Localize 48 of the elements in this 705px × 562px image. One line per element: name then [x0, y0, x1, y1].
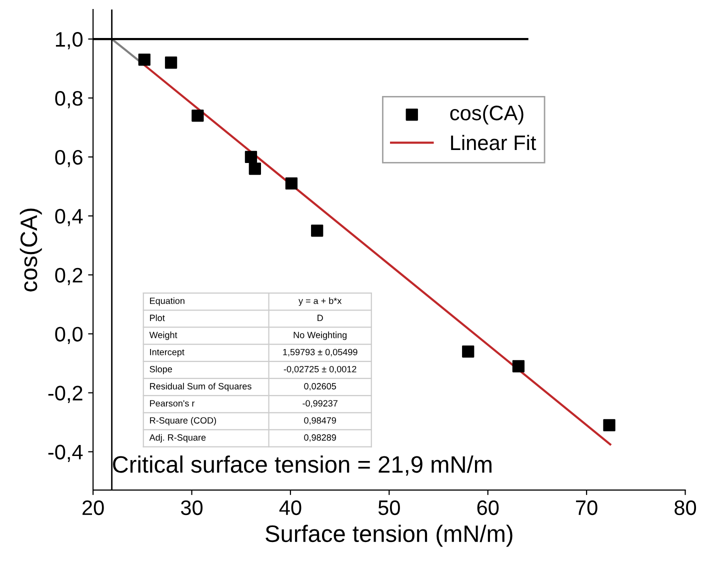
annotation: Weight — [149, 332, 178, 340]
x-tick-label: 80 — [674, 500, 696, 516]
y-tick-label: 0,4 — [55, 208, 83, 226]
annotation: Critical surface tension = 21,9 mN/m — [113, 455, 492, 476]
x-axis-title: Surface tension (mN/m) — [266, 524, 512, 547]
y-tick-label: 0,0 — [55, 326, 83, 344]
point — [603, 419, 616, 432]
annotation: Residual Sum of Squares — [150, 382, 252, 392]
y-axis-title: cos(CA) — [20, 208, 42, 292]
y-tick-label: 0,2 — [55, 268, 82, 286]
point — [138, 54, 150, 66]
point — [462, 345, 474, 358]
x-tick-label: 30 — [180, 500, 203, 516]
annotation: y = a + b*x — [298, 297, 342, 306]
annotation: Slope — [150, 366, 172, 374]
point — [244, 150, 258, 164]
annotation: No Weighting — [294, 332, 347, 340]
point — [311, 224, 324, 237]
annotation: 0,02605 — [304, 383, 336, 391]
x-tick-label: 40 — [279, 500, 302, 516]
annotation: Equation — [150, 297, 184, 306]
annotation: Pearson's r — [150, 400, 195, 407]
y-tick-label: -0,2 — [48, 386, 82, 403]
annotation: Plot — [150, 314, 165, 322]
y-tick-label: 1,0 — [56, 32, 83, 50]
annotation: D — [318, 314, 323, 322]
annotation: -0,99237 — [302, 400, 338, 408]
annotation: 1,59793 ± 0,05499 — [283, 348, 358, 356]
x-tick-label: 50 — [378, 500, 400, 516]
point — [164, 56, 178, 69]
annotation: Adj. R-Square — [149, 434, 206, 442]
legend-label: Linear Fit — [451, 134, 536, 150]
annotation: 0,98289 — [304, 434, 336, 442]
annotation: -0,02725 ± 0,0012 — [284, 366, 356, 374]
point — [285, 177, 298, 190]
y-tick-label: -0,4 — [48, 444, 83, 462]
x-tick-label: 60 — [477, 500, 499, 516]
legend-label: cos(CA) — [450, 105, 524, 124]
annotation: Intercept — [150, 348, 184, 358]
y-tick-label: 0,6 — [55, 150, 82, 168]
point — [192, 110, 204, 122]
x-tick-label: 70 — [576, 500, 598, 516]
point — [512, 360, 525, 372]
x-tick-label: 20 — [82, 500, 104, 516]
point — [248, 162, 261, 175]
annotation: 0,98479 — [304, 417, 336, 425]
y-tick-label: 0,8 — [55, 90, 82, 108]
annotation: R-Square (COD) — [150, 416, 216, 426]
